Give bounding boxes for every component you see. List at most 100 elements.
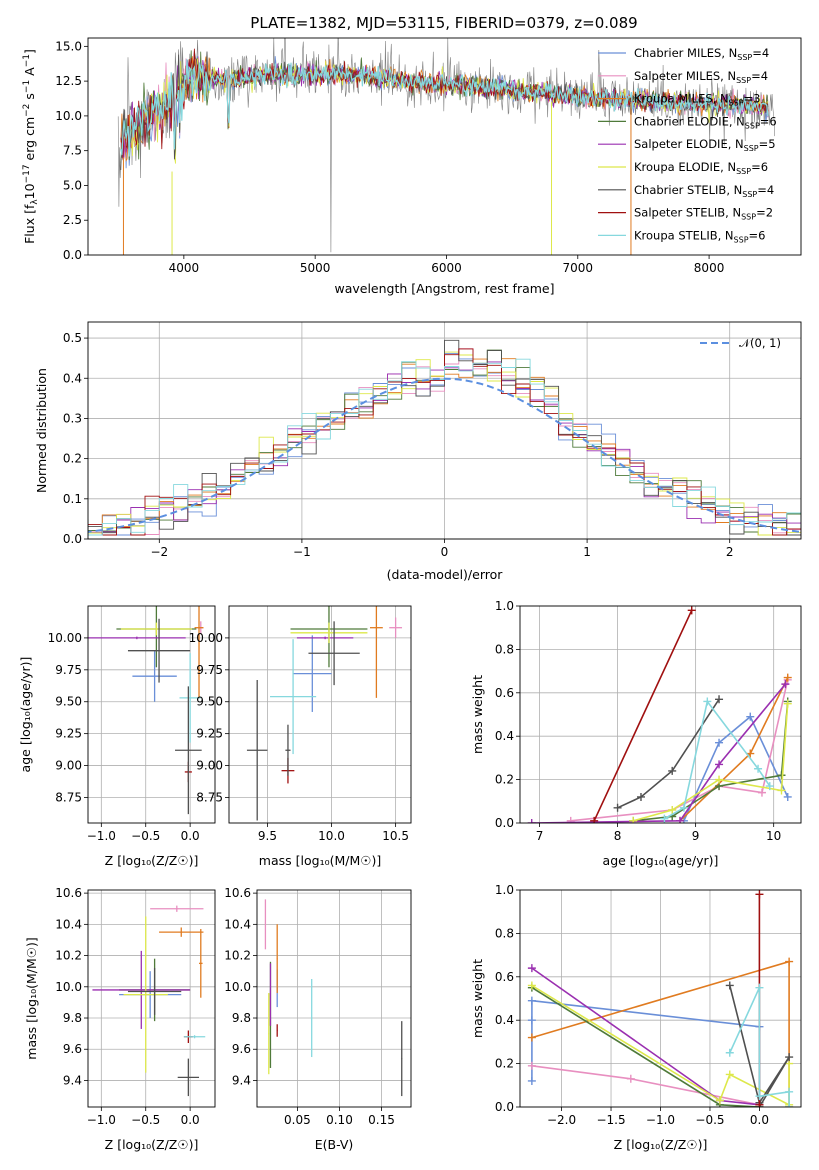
y-tick-label: 0.4 (63, 371, 82, 385)
weight-marker (777, 771, 786, 780)
legend-entry: Chabrier STELIB, NSSP=4 (634, 183, 774, 199)
weight-line (593, 609, 693, 822)
weight-marker (755, 1092, 764, 1101)
y-tick-label: 9.75 (55, 663, 82, 677)
x-axis-label: Z [log₁₀(Z/Z☉)] (614, 1137, 708, 1152)
weight-marker (527, 1076, 536, 1085)
y-tick-label: 10.4 (55, 917, 82, 931)
weight-series (725, 983, 794, 1107)
axes-weight_vs_age: 7 8 9 10 0.0 0.2 0.4 0.6 0.8 1.0 age [log₁₀(age/yr… (470, 599, 802, 868)
legend-entry: Kroupa STELIB, NSSP=6 (634, 228, 765, 244)
x-tick-label: 10.5 (382, 829, 409, 843)
weight-series (629, 699, 792, 823)
weight-marker (783, 673, 792, 682)
x-tick-label: 0 (441, 545, 449, 559)
y-tick-label: 10.6 (224, 886, 251, 900)
weight-marker (527, 1033, 536, 1042)
x-tick-label: 4000 (169, 261, 200, 275)
x-axis-label: mass [log₁₀(M/M☉)] (259, 853, 381, 868)
weight-marker (679, 803, 688, 812)
x-tick-label: −1.0 (87, 1113, 116, 1127)
error-bar-point (175, 686, 202, 815)
y-tick-label: 0.2 (495, 773, 514, 787)
weight-marker (626, 1074, 635, 1083)
weight-series (660, 697, 774, 823)
weight-marker (715, 775, 724, 784)
error-bar-point (270, 639, 317, 755)
plot-area (88, 339, 801, 536)
x-tick-label: 9 (692, 829, 700, 843)
axes-mass_vs_ebv: 0.05 0.10 0.15 9.4 9.6 9.8 10.0 10.2 10.4 10.6 E(B… (224, 886, 412, 1152)
weight-marker (783, 699, 792, 708)
y-tick-label: 12.5 (55, 74, 82, 88)
plot-area (246, 606, 403, 821)
x-tick-label: −0.5 (131, 829, 160, 843)
plot-area (117, 38, 775, 255)
y-tick-label: 0.0 (63, 248, 82, 262)
y-tick-label: 10.00 (189, 631, 223, 645)
figure-title: PLATE=1382, MJD=53115, FIBERID=0379, z=0… (250, 14, 637, 32)
weight-marker (527, 1016, 536, 1025)
plot-area (527, 606, 792, 823)
weight-marker (613, 803, 622, 812)
legend-entry: Salpeter ELODIE, NSSP=5 (634, 137, 776, 153)
axes-age_vs_mass: 9.5 10.0 10.5 8.75 9.00 9.25 9.50 9.75 10.00 mass… (189, 605, 412, 868)
weight-line (617, 698, 720, 809)
y-tick-label: 0.8 (495, 642, 514, 656)
weight-marker (725, 981, 734, 990)
y-tick-label: 9.25 (196, 727, 223, 741)
legend-entry: Salpeter MILES, NSSP=4 (634, 69, 768, 85)
weight-marker (783, 792, 792, 801)
weight-series (613, 695, 724, 812)
legend-entry: Salpeter STELIB, NSSP=2 (634, 206, 773, 222)
y-tick-label: 10.2 (55, 949, 82, 963)
y-tick-label: 0.6 (495, 970, 514, 984)
plot-area (88, 606, 204, 815)
error-bar-point (127, 968, 182, 1015)
y-tick-label: 0.0 (63, 532, 82, 546)
weight-marker (725, 1070, 734, 1079)
y-tick-label: 15.0 (55, 39, 82, 53)
error-bar-point (296, 636, 354, 640)
y-axis-label: Normed distribution (34, 368, 49, 493)
weight-marker (746, 712, 755, 721)
error-bar-point (183, 1035, 206, 1039)
weight-marker (590, 816, 599, 823)
weight-marker (785, 1053, 794, 1062)
weight-marker (527, 981, 536, 990)
x-tick-label: −0.5 (695, 1113, 724, 1127)
weight-marker (527, 996, 536, 1005)
legend-entry: Chabrier MILES, NSSP=4 (634, 46, 769, 62)
y-tick-label: 0.2 (495, 1057, 514, 1071)
y-tick-label: 10.00 (48, 631, 82, 645)
weight-marker (715, 738, 724, 747)
weight-marker (777, 786, 786, 795)
error-bar-point (159, 927, 204, 937)
y-tick-label: 7.5 (63, 144, 82, 158)
y-tick-label: 8.75 (196, 790, 223, 804)
weight-marker (703, 697, 712, 706)
y-tick-label: 10.0 (224, 980, 251, 994)
error-bar-point (285, 724, 291, 776)
y-tick-label: 9.4 (63, 1073, 82, 1087)
x-tick-label: 1 (583, 545, 591, 559)
axes-frame (519, 605, 802, 824)
axes-frame (87, 605, 216, 824)
plot-area (264, 899, 403, 1097)
weight-marker (527, 1061, 536, 1070)
y-tick-label: 9.6 (232, 1042, 251, 1056)
legend-entry: 𝒩(0, 1) (739, 336, 781, 350)
error-bar-point (92, 950, 191, 1029)
axes-frame (87, 889, 216, 1108)
y-tick-label: 0.2 (63, 452, 82, 466)
legend: Chabrier MILES, NSSP=4 Salpeter MILES, NS… (598, 46, 777, 244)
weight-marker (668, 805, 677, 814)
error-bar-point (120, 622, 192, 636)
x-tick-label: 2 (726, 545, 734, 559)
y-tick-label: 9.50 (196, 695, 223, 709)
weight-marker (629, 816, 638, 823)
error-bar-point (88, 636, 186, 640)
x-tick-label: 5000 (300, 261, 331, 275)
error-bar-point (293, 635, 332, 712)
y-tick-label: 0.4 (495, 1013, 514, 1027)
